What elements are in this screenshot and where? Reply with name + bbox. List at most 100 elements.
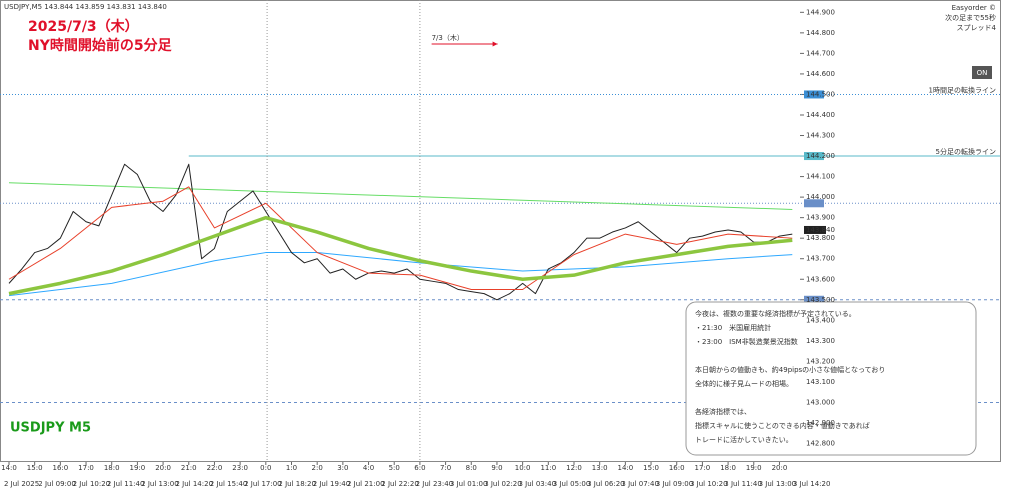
date-label: 3 Jul 06:20 xyxy=(587,480,625,488)
series-line xyxy=(8,252,793,297)
x-tick-label: 20:0 xyxy=(155,464,171,472)
x-tick-label: 8:0 xyxy=(466,464,477,472)
x-tick-label: 14:0 xyxy=(1,464,17,472)
on-button-label[interactable]: ON xyxy=(977,69,988,77)
x-tick-label: 19:0 xyxy=(130,464,146,472)
date-label: 3 Jul 10:20 xyxy=(690,480,728,488)
plot-frame xyxy=(0,0,1001,462)
x-tick-label: 23:0 xyxy=(232,464,248,472)
date-label: 2 Jul 2025 xyxy=(4,480,39,488)
price-box xyxy=(804,199,824,208)
x-tick-label: 15:0 xyxy=(27,464,43,472)
y-tick-label: 143.900 xyxy=(806,214,835,222)
x-tick-label: 16:0 xyxy=(669,464,685,472)
series-line xyxy=(8,186,793,291)
date-label: 3 Jul 05:00 xyxy=(553,480,591,488)
note-line: トレードに活かしていきたい。 xyxy=(695,435,793,444)
date-label: 2 Jul 15:40 xyxy=(210,480,248,488)
info-line: 次の足まで55秒 xyxy=(945,13,996,22)
x-tick-label: 17:0 xyxy=(78,464,94,472)
info-line: Easyorder © xyxy=(952,4,996,12)
y-tick-label: 143.200 xyxy=(806,357,835,365)
date-label: 3 Jul 14:20 xyxy=(793,480,831,488)
note-frame xyxy=(685,301,977,456)
x-tick-label: 0:0 xyxy=(260,464,271,472)
x-tick-label: 16:0 xyxy=(52,464,68,472)
y-tick-label: 143.600 xyxy=(806,275,835,283)
note-line: 本日朝からの値動きも、約49pipsの小さな値幅となっており xyxy=(695,365,885,374)
y-tick-label: 143.400 xyxy=(806,316,835,324)
y-tick-label: 143.500 xyxy=(806,296,835,304)
x-tick-label: 19:0 xyxy=(746,464,762,472)
annotation: 7/3（木） xyxy=(432,33,464,42)
price-box xyxy=(804,152,824,161)
x-tick-label: 17:0 xyxy=(695,464,711,472)
price-box xyxy=(804,90,824,99)
h-line-label: 1時間足の転換ライン xyxy=(929,85,996,94)
date-label: 2 Jul 11:40 xyxy=(107,480,145,488)
info-line: スプレッド4 xyxy=(957,24,997,32)
y-tick-label: 144.100 xyxy=(806,173,835,181)
note-line: 指標スキャルに使うことのできる内容・値動きであれば xyxy=(695,421,870,430)
y-tick-label: 142.800 xyxy=(806,440,835,448)
x-tick-label: 12:0 xyxy=(566,464,582,472)
y-tick-label: 144.300 xyxy=(806,132,835,140)
date-label: 3 Jul 01:00 xyxy=(450,480,488,488)
x-tick-label: 7:0 xyxy=(440,464,451,472)
y-tick-label: 143.800 xyxy=(806,234,835,242)
date-label: 2 Jul 10:20 xyxy=(73,480,111,488)
date-label: 3 Jul 07:40 xyxy=(621,480,659,488)
note-line: 全体的に様子見ムードの相場。 xyxy=(695,379,793,388)
x-tick-label: 15:0 xyxy=(643,464,659,472)
date-label: 2 Jul 18:20 xyxy=(278,480,316,488)
x-tick-label: 1:0 xyxy=(286,464,297,472)
x-tick-label: 2:0 xyxy=(312,464,323,472)
x-tick-label: 4:0 xyxy=(363,464,374,472)
current-price-label: 143.840 xyxy=(806,226,835,234)
date-label: 3 Jul 13:00 xyxy=(759,480,797,488)
y-tick-label: 144.500 xyxy=(806,90,835,98)
series-line xyxy=(8,215,793,296)
note-line: 今夜は、複数の重要な経済指標が予定されている。 xyxy=(695,309,856,318)
date-label: 2 Jul 13:00 xyxy=(141,480,179,488)
x-tick-label: 5:0 xyxy=(389,464,400,472)
y-tick-label: 144.400 xyxy=(806,111,835,119)
x-tick-label: 20:0 xyxy=(772,464,788,472)
x-tick-label: 14:0 xyxy=(617,464,633,472)
annotation-arrowhead xyxy=(492,41,498,47)
date-label: 3 Jul 02:20 xyxy=(484,480,522,488)
series-layer xyxy=(8,163,793,301)
date-label: 2 Jul 14:20 xyxy=(176,480,214,488)
date-label: 2 Jul 23:40 xyxy=(416,480,454,488)
x-tick-label: 22:0 xyxy=(207,464,223,472)
x-tick-label: 13:0 xyxy=(592,464,608,472)
date-label: 2 Jul 17:00 xyxy=(244,480,282,488)
chart-title: 2025/7/3（木） xyxy=(28,18,139,35)
price-box xyxy=(804,295,824,304)
x-tick-label: 6:0 xyxy=(414,464,425,472)
y-tick-label: 142.900 xyxy=(806,419,835,427)
series-line xyxy=(8,182,793,210)
symbol-label: USDJPY M5 xyxy=(10,421,91,436)
note-line: 各経済指標では、 xyxy=(695,407,751,416)
chart-subtitle: NY時間開始前の5分足 xyxy=(28,37,173,54)
header-text: USDJPY,M5 143.844 143.859 143.831 143.84… xyxy=(4,3,167,11)
y-tick-label: 144.000 xyxy=(806,193,835,201)
h-line-label: 5分足の転換ライン xyxy=(936,147,996,156)
date-label: 3 Jul 09:00 xyxy=(656,480,694,488)
y-tick-label: 143.700 xyxy=(806,255,835,263)
y-tick-label: 143.000 xyxy=(806,398,835,406)
x-tick-label: 21:0 xyxy=(181,464,197,472)
x-tick-label: 9:0 xyxy=(491,464,502,472)
x-tick-label: 11:0 xyxy=(540,464,556,472)
note-box: 今夜は、複数の重要な経済指標が予定されている。・21:30 米国雇用統計・23:… xyxy=(685,301,977,456)
y-tick-label: 144.600 xyxy=(806,70,835,78)
on-button[interactable] xyxy=(972,66,992,79)
current-price-box xyxy=(804,225,826,234)
y-tick-label: 144.200 xyxy=(806,152,835,160)
note-line: ・23:00 ISM非製造業景況指数 xyxy=(695,337,798,346)
x-tick-label: 18:0 xyxy=(104,464,120,472)
date-label: 2 Jul 22:20 xyxy=(381,480,419,488)
